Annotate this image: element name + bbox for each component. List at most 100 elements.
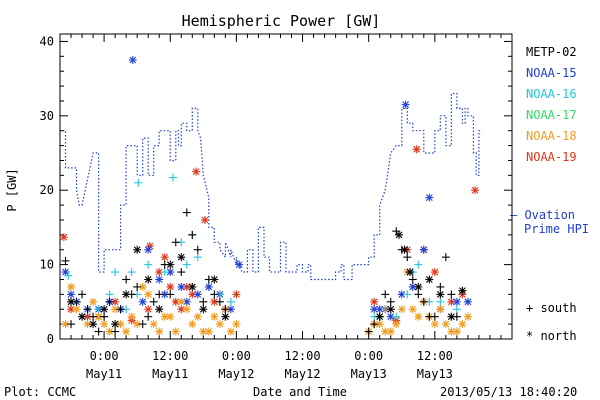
metp-02-north-point <box>166 260 175 269</box>
noaa-16-south-point <box>403 290 412 299</box>
metp-02-south-point <box>166 290 175 299</box>
metp-02-north-point <box>458 286 467 295</box>
noaa-18-north-point <box>381 327 390 336</box>
metp-02-south-point <box>83 305 92 314</box>
metp-02-south-point <box>210 290 219 299</box>
noaa-18-north-point <box>397 305 406 314</box>
y-tick-label: 10 <box>40 258 54 272</box>
ovation-series-line <box>62 92 482 281</box>
observation-markers <box>59 56 480 336</box>
noaa-16-south-point <box>127 268 136 277</box>
metp-02-south-point <box>408 275 417 284</box>
metp-02-south-point <box>414 290 423 299</box>
noaa-15-north-point <box>452 297 461 306</box>
metp-02-south-point <box>105 297 114 306</box>
noaa-19-north-point <box>144 305 153 314</box>
x-tick-label-time: 12:00 <box>417 349 453 363</box>
noaa-18-north-point <box>414 312 423 321</box>
noaa-19-north-point <box>232 290 241 299</box>
ovation-label-line1: — Ovation <box>510 208 575 222</box>
metp-02-south-point <box>386 297 395 306</box>
metp-02-south-point <box>67 320 76 329</box>
metp-02-south-point <box>221 305 230 314</box>
noaa-19-north-point <box>166 282 175 291</box>
metp-02-south-point <box>441 253 450 262</box>
metp-02-north-point <box>436 290 445 299</box>
noaa-18-north-point <box>193 312 202 321</box>
metp-02-south-point <box>177 268 186 277</box>
metp-02-south-point <box>430 312 439 321</box>
ovation-label-line2: Prime HPI <box>524 222 589 236</box>
metp-02-south-point <box>193 245 202 254</box>
noaa-16-south-point <box>452 305 461 314</box>
noaa-15-north-point <box>235 260 244 269</box>
metp-02-north-point <box>67 297 76 306</box>
metp-02-north-point <box>447 312 456 321</box>
x-tick-label-time: 0:00 <box>90 349 119 363</box>
noaa-19-north-point <box>447 297 456 306</box>
metp-02-north-point <box>78 312 87 321</box>
noaa-16-south-point <box>193 253 202 262</box>
noaa-18-north-point <box>105 327 114 336</box>
legend-item-metp-02: METP-02 <box>526 45 577 59</box>
noaa-18-north-point <box>458 320 467 329</box>
noaa-18-north-point <box>149 320 158 329</box>
metp-02-north-point <box>375 312 384 321</box>
marker-legend: + south * north <box>526 301 577 343</box>
x-tick-label-date: May12 <box>284 367 320 381</box>
plot-axes: 0 10 20 30 40 0:00 May11 12:00 May11 0:00 May12 12:… <box>40 33 513 381</box>
noaa-18-north-point <box>463 312 472 321</box>
metp-02-south-point <box>364 327 373 336</box>
x-tick-label-date: May11 <box>86 367 122 381</box>
noaa-18-north-point <box>100 320 109 329</box>
metp-02-north-point <box>100 305 109 314</box>
metp-02-south-point <box>61 256 70 265</box>
metp-02-north-point <box>155 305 164 314</box>
noaa-16-south-point <box>392 312 401 321</box>
y-tick-label: 40 <box>40 34 54 48</box>
noaa-15-north-point <box>193 290 202 299</box>
noaa-18-north-point <box>199 327 208 336</box>
noaa-18-north-point <box>204 327 213 336</box>
noaa-15-north-point <box>425 193 434 202</box>
noaa-15-north-point <box>419 245 428 254</box>
noaa-15-north-point <box>204 282 213 291</box>
metp-02-south-point <box>111 327 120 336</box>
noaa-18-north-point <box>111 305 120 314</box>
plot-frame <box>59 33 513 340</box>
metp-02-north-point <box>144 275 153 284</box>
noaa-16-south-point <box>169 173 177 182</box>
noaa-18-north-point <box>210 312 219 321</box>
noaa-19-north-point <box>370 297 379 306</box>
noaa-18-north-point <box>386 327 395 336</box>
legend-item-noaa-18: NOAA-18 <box>526 129 577 143</box>
metp-02-south-point <box>78 290 87 299</box>
footer-right: 2013/05/13 18:40:20 <box>440 385 577 399</box>
noaa-15-north-point <box>138 297 147 306</box>
legend-item-noaa-16: NOAA-16 <box>526 87 577 101</box>
metp-02-south-point <box>447 290 456 299</box>
noaa-18-north-point <box>155 327 164 336</box>
noaa-16-south-point <box>64 271 73 280</box>
noaa-18-north-point <box>177 297 186 306</box>
metp-02-south-point <box>188 230 197 239</box>
metp-02-south-point <box>182 208 191 217</box>
noaa-18-north-point <box>72 305 81 314</box>
noaa-18-north-point <box>226 327 235 336</box>
noaa-18-north-point <box>166 312 175 321</box>
noaa-18-north-point <box>89 297 98 306</box>
y-tick-label: 20 <box>40 183 54 197</box>
metp-02-north-point <box>400 245 409 254</box>
noaa-18-north-point <box>430 320 439 329</box>
legend-item-noaa-17: NOAA-17 <box>526 108 577 122</box>
metp-02-north-point <box>425 275 434 284</box>
noaa-19-north-point <box>471 186 480 195</box>
noaa-18-north-point <box>452 327 461 336</box>
metp-02-north-point <box>188 282 197 291</box>
metp-02-north-point <box>386 305 395 314</box>
metp-02-north-point <box>414 282 423 291</box>
noaa-18-north-point <box>83 320 92 329</box>
metp-02-north-point <box>210 275 219 284</box>
metp-02-south-point <box>94 327 103 336</box>
noaa-19-north-point <box>160 253 169 262</box>
